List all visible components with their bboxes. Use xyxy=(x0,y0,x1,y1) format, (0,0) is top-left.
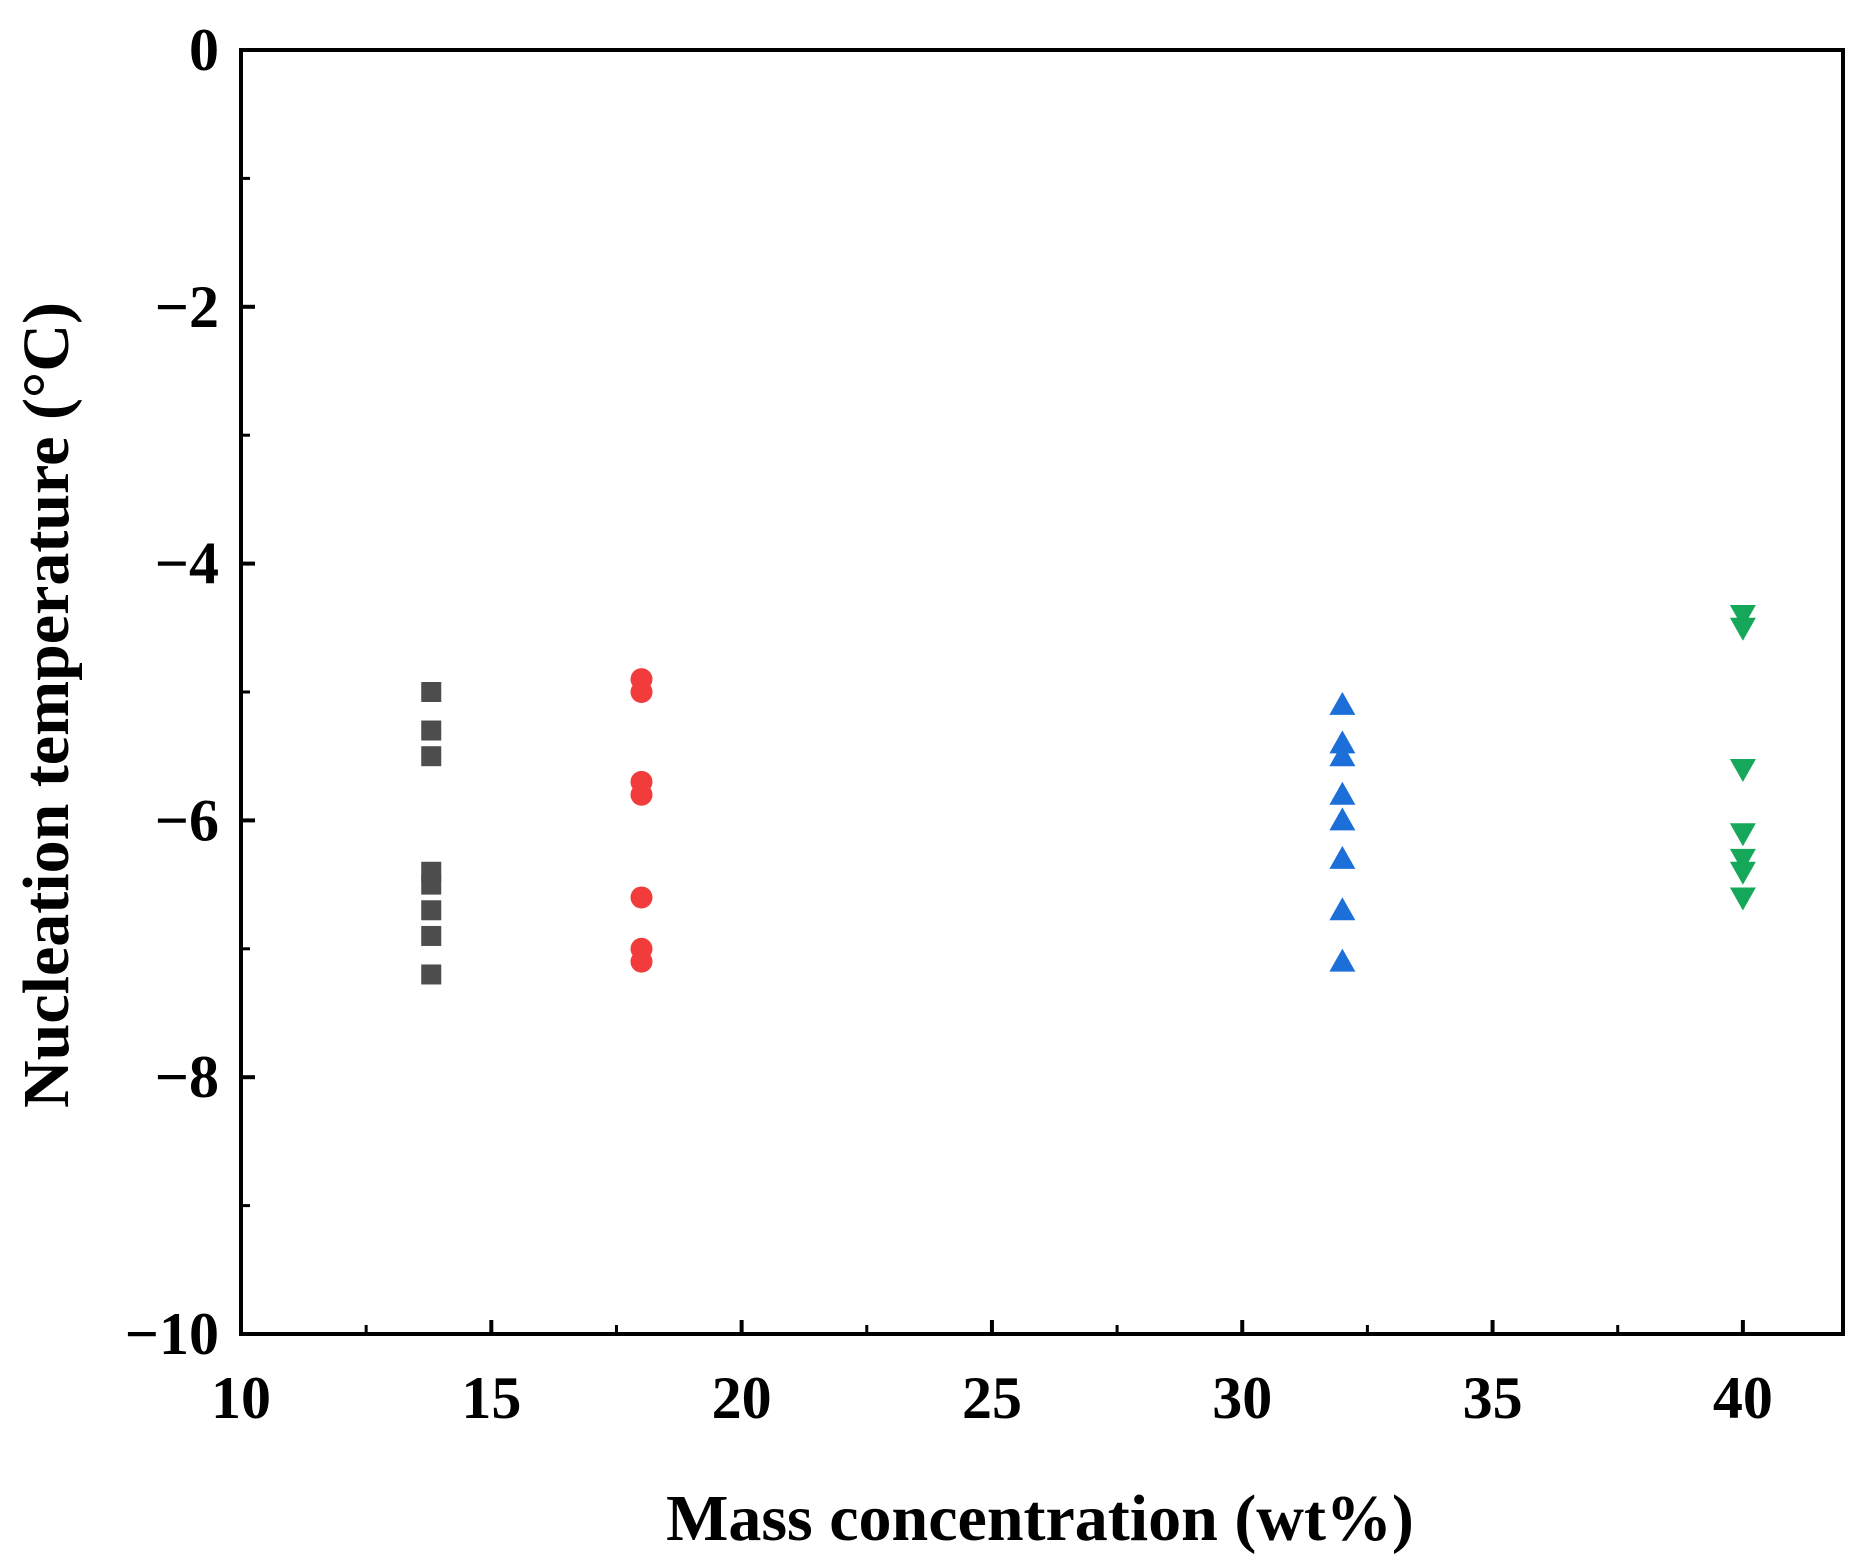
data-point xyxy=(630,950,653,973)
data-point xyxy=(630,783,653,806)
data-point xyxy=(1329,743,1356,767)
y-tick-label: −4 xyxy=(155,531,219,597)
y-tick-label: −6 xyxy=(155,787,219,853)
y-tick-label: −10 xyxy=(125,1301,219,1367)
data-point xyxy=(630,886,653,909)
data-point xyxy=(1729,887,1756,911)
data-point xyxy=(1329,845,1356,869)
data-point xyxy=(421,874,442,895)
data-point xyxy=(1329,691,1356,715)
data-point xyxy=(1729,848,1756,872)
x-tick-label: 15 xyxy=(461,1365,521,1431)
x-tick-label: 10 xyxy=(211,1365,271,1431)
data-point xyxy=(1729,604,1756,628)
series-triangle-up xyxy=(1329,691,1356,972)
series-triangle-down xyxy=(1729,604,1756,911)
data-point xyxy=(1329,781,1356,805)
data-point xyxy=(1329,948,1356,972)
data-point xyxy=(1329,807,1356,831)
y-tick-label: 0 xyxy=(189,17,219,83)
data-point xyxy=(1729,759,1756,783)
data-point xyxy=(421,925,442,946)
x-tick-label: 35 xyxy=(1463,1365,1523,1431)
data-markers xyxy=(421,604,1756,985)
data-point xyxy=(421,720,442,741)
data-point xyxy=(421,746,442,767)
axes: 10 15 20 25 30 35 40 0 −2 −4 −6 −8 −10 xyxy=(125,17,1845,1431)
data-point xyxy=(421,964,442,985)
data-point xyxy=(1329,897,1356,921)
data-point xyxy=(630,681,653,703)
y-tick-label: −2 xyxy=(155,274,219,340)
x-tick-label: 25 xyxy=(962,1365,1022,1431)
data-point xyxy=(1329,730,1356,754)
y-tick-label: −8 xyxy=(155,1044,219,1110)
data-point xyxy=(421,900,442,921)
data-point xyxy=(1729,617,1756,641)
series-square xyxy=(421,682,442,985)
y-axis-title: Nucleation temperature (°C) xyxy=(10,302,83,1108)
series-circle xyxy=(630,668,653,973)
plot-frame xyxy=(239,48,1845,1336)
data-point xyxy=(421,682,442,702)
data-point xyxy=(1729,823,1756,847)
data-point xyxy=(1729,861,1756,885)
x-tick-label: 40 xyxy=(1713,1365,1773,1431)
x-tick-label: 30 xyxy=(1212,1365,1272,1431)
x-tick-label: 20 xyxy=(712,1365,772,1431)
x-axis-title: Mass concentration (wt%) xyxy=(666,1482,1414,1555)
